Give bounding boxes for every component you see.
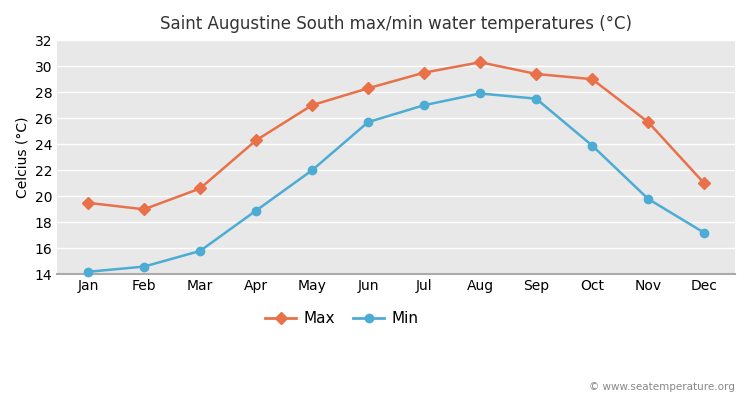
Y-axis label: Celcius (°C): Celcius (°C) bbox=[15, 116, 29, 198]
Text: © www.seatemperature.org: © www.seatemperature.org bbox=[590, 382, 735, 392]
Title: Saint Augustine South max/min water temperatures (°C): Saint Augustine South max/min water temp… bbox=[160, 15, 632, 33]
Legend: Max, Min: Max, Min bbox=[260, 305, 424, 332]
